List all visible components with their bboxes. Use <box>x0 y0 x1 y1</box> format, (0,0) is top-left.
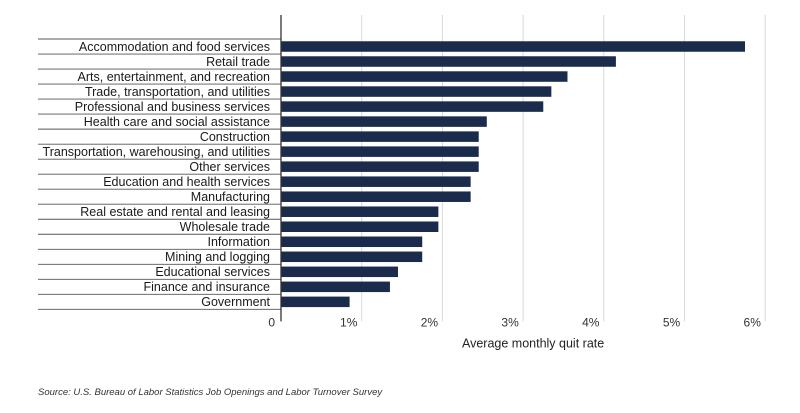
bar-7 <box>281 146 479 157</box>
x-tick-label-5: 5% <box>663 315 681 329</box>
x-tick-label-3: 3% <box>501 315 519 329</box>
bar-6 <box>281 131 479 142</box>
category-label-14: Mining and logging <box>165 250 270 264</box>
bar-13 <box>281 236 423 248</box>
category-label-12: Wholesale trade <box>180 220 270 234</box>
category-label-0: Accommodation and food services <box>79 40 270 54</box>
category-label-3: Trade, transportation, and utilities <box>85 85 270 99</box>
bar-3 <box>281 86 552 97</box>
x-tick-label-0: 0 <box>268 315 275 329</box>
source-note: Source: U.S. Bureau of Labor Statistics … <box>38 387 383 398</box>
category-label-16: Finance and insurance <box>144 280 271 294</box>
category-label-9: Education and health services <box>103 175 270 189</box>
bar-16 <box>281 281 390 293</box>
category-label-15: Educational services <box>155 265 270 279</box>
category-label-13: Information <box>207 235 270 249</box>
bar-1 <box>281 56 616 67</box>
x-tick-label-4: 4% <box>582 315 600 329</box>
category-label-1: Retail trade <box>206 55 270 69</box>
bar-0 <box>281 41 746 52</box>
bar-15 <box>281 266 399 278</box>
category-label-6: Construction <box>200 130 270 144</box>
bar-12 <box>281 221 439 232</box>
category-label-5: Health care and social assistance <box>84 115 270 129</box>
bar-10 <box>281 191 471 202</box>
row-separators <box>38 38 281 310</box>
category-label-11: Real estate and rental and leasing <box>80 205 270 219</box>
bar-9 <box>281 176 471 187</box>
x-axis-title: Average monthly quit rate <box>462 336 604 350</box>
x-tick-labels: 0 1% 2% 3% 4% 5% 6% <box>268 315 761 329</box>
category-label-2: Arts, entertainment, and recreation <box>78 70 271 84</box>
bars-layer <box>281 41 746 308</box>
bar-4 <box>281 101 544 112</box>
bar-8 <box>281 161 479 172</box>
category-label-17: Government <box>201 295 270 309</box>
x-tick-label-1: 1% <box>340 315 358 329</box>
bar-2 <box>281 71 568 82</box>
category-label-10: Manufacturing <box>191 190 270 204</box>
bar-11 <box>281 206 439 217</box>
bar-5 <box>281 116 487 127</box>
category-label-7: Transportation, warehousing, and utiliti… <box>43 145 270 159</box>
x-tick-label-2: 2% <box>421 315 439 329</box>
x-tick-label-6: 6% <box>744 315 762 329</box>
category-label-4: Professional and business services <box>75 100 270 114</box>
bar-17 <box>281 296 350 308</box>
category-label-8: Other services <box>189 160 270 174</box>
bar-14 <box>281 251 423 263</box>
